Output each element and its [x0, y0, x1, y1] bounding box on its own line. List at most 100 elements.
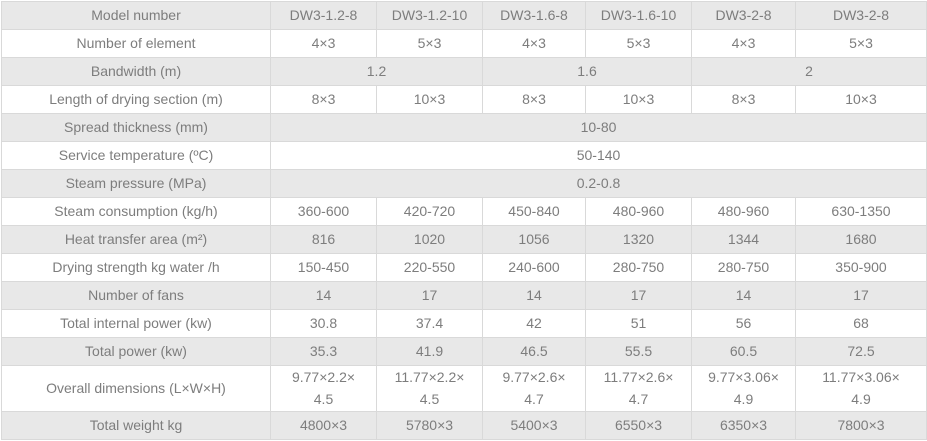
- table-row: Heat transfer area (m²) 816 1020 1056 1320 13…: [1, 225, 927, 254]
- value-cell: DW3-1.6-8: [482, 1, 586, 30]
- value-cell: 30.8: [270, 309, 377, 338]
- value-cell: 5780×3: [376, 411, 483, 441]
- table-row: Number of fans 14 17 14 17 14 17: [1, 281, 927, 310]
- table-row: Bandwidth (m) 1.2 1.6 2: [1, 57, 927, 86]
- value-cell: 9.77×2.2× 4.5: [270, 364, 377, 413]
- row-label: Number of fans: [1, 281, 271, 310]
- value-cell: 56: [691, 309, 796, 338]
- value-cell: 6350×3: [691, 411, 796, 441]
- value-cell: 17: [585, 281, 692, 310]
- value-cell: 5×3: [795, 29, 927, 58]
- value-cell: 4×3: [482, 29, 586, 58]
- value-cell: 1020: [376, 225, 483, 254]
- value-cell: 68: [795, 309, 927, 338]
- value-cell: 10-80: [270, 113, 927, 142]
- table-row: Total weight kg 4800×3 5780×3 5400×3 6550×3 6…: [1, 411, 927, 441]
- value-cell: 7800×3: [795, 411, 927, 441]
- value-cell: 4×3: [691, 29, 796, 58]
- value-cell: 1.6: [482, 57, 692, 86]
- value-cell: 60.5: [691, 337, 796, 366]
- row-label: Total internal power (kw): [1, 309, 271, 338]
- value-cell: 0.2-0.8: [270, 169, 927, 198]
- table-row: Overall dimensions (L×W×H) 9.77×2.2× 4.5 1…: [1, 364, 927, 413]
- value-cell: 17: [376, 281, 483, 310]
- row-label: Drying strength kg water /h: [1, 253, 271, 282]
- value-cell: 360-600: [270, 197, 377, 226]
- value-cell: 10×3: [585, 85, 692, 114]
- row-label: Model number: [1, 1, 271, 30]
- value-cell: DW3-1.2-10: [376, 1, 483, 30]
- value-cell: 280-750: [691, 253, 796, 282]
- value-cell: 1680: [795, 225, 927, 254]
- value-cell: DW3-1.6-10: [585, 1, 692, 30]
- value-cell: 816: [270, 225, 377, 254]
- table-row: Total internal power (kw) 30.8 37.4 42 51 56 6…: [1, 309, 927, 338]
- value-cell: 5400×3: [482, 411, 586, 441]
- value-cell: 17: [795, 281, 927, 310]
- value-cell: 14: [691, 281, 796, 310]
- value-cell: 1056: [482, 225, 586, 254]
- table-row: Model number DW3-1.2-8 DW3-1.2-10 DW3-1.6-8…: [1, 1, 927, 30]
- value-cell: 42: [482, 309, 586, 338]
- row-label: Total weight kg: [1, 411, 271, 441]
- row-label: Total power (kw): [1, 337, 271, 366]
- table-row: Length of drying section (m) 8×3 10×3 8×3 10…: [1, 85, 927, 114]
- value-cell: 8×3: [691, 85, 796, 114]
- row-label: Steam pressure (MPa): [1, 169, 271, 198]
- value-cell: 8×3: [270, 85, 377, 114]
- value-cell: 11.77×2.2× 4.5: [376, 364, 483, 413]
- row-label: Steam consumption (kg/h): [1, 197, 271, 226]
- row-label: Length of drying section (m): [1, 85, 271, 114]
- value-cell: 350-900: [795, 253, 927, 282]
- table-row: Drying strength kg water /h 150-450 220-55…: [1, 253, 927, 282]
- row-label: Number of element: [1, 29, 271, 58]
- table-row: Service temperature (ºC) 50-140: [1, 141, 927, 170]
- value-cell: 14: [270, 281, 377, 310]
- value-cell: 14: [482, 281, 586, 310]
- row-label: Heat transfer area (m²): [1, 225, 271, 254]
- value-cell: 50-140: [270, 141, 927, 170]
- value-cell: DW3-2-8: [795, 1, 927, 30]
- value-cell: 35.3: [270, 337, 377, 366]
- value-cell: 280-750: [585, 253, 692, 282]
- value-cell: 4×3: [270, 29, 377, 58]
- value-cell: 72.5: [795, 337, 927, 366]
- value-cell: 51: [585, 309, 692, 338]
- value-cell: 220-550: [376, 253, 483, 282]
- value-cell: 1344: [691, 225, 796, 254]
- table-row: Steam pressure (MPa) 0.2-0.8: [1, 169, 927, 198]
- value-cell: 630-1350: [795, 197, 927, 226]
- value-cell: 5×3: [376, 29, 483, 58]
- value-cell: 9.77×2.6× 4.7: [482, 364, 586, 413]
- value-cell: 55.5: [585, 337, 692, 366]
- row-label: Spread thickness (mm): [1, 113, 271, 142]
- value-cell: 150-450: [270, 253, 377, 282]
- value-cell: 11.77×3.06× 4.9: [795, 364, 927, 413]
- table-row: Number of element 4×3 5×3 4×3 5×3 4×3 5×3: [1, 29, 927, 58]
- value-cell: 480-960: [691, 197, 796, 226]
- value-cell: 10×3: [795, 85, 927, 114]
- value-cell: 1320: [585, 225, 692, 254]
- value-cell: 8×3: [482, 85, 586, 114]
- table-row: Total power (kw) 35.3 41.9 46.5 55.5 60.5 72.5: [1, 337, 927, 366]
- value-cell: 450-840: [482, 197, 586, 226]
- value-cell: 6550×3: [585, 411, 692, 441]
- value-cell: DW3-2-8: [691, 1, 796, 30]
- value-cell: 5×3: [585, 29, 692, 58]
- value-cell: 1.2: [270, 57, 483, 86]
- table-row: Spread thickness (mm) 10-80: [1, 113, 927, 142]
- table-row: Steam consumption (kg/h) 360-600 420-720 45…: [1, 197, 927, 226]
- value-cell: 37.4: [376, 309, 483, 338]
- value-cell: 10×3: [376, 85, 483, 114]
- value-cell: 420-720: [376, 197, 483, 226]
- value-cell: DW3-1.2-8: [270, 1, 377, 30]
- row-label: Bandwidth (m): [1, 57, 271, 86]
- value-cell: 9.77×3.06× 4.9: [691, 364, 796, 413]
- value-cell: 480-960: [585, 197, 692, 226]
- row-label: Service temperature (ºC): [1, 141, 271, 170]
- value-cell: 2: [691, 57, 927, 86]
- value-cell: 240-600: [482, 253, 586, 282]
- value-cell: 41.9: [376, 337, 483, 366]
